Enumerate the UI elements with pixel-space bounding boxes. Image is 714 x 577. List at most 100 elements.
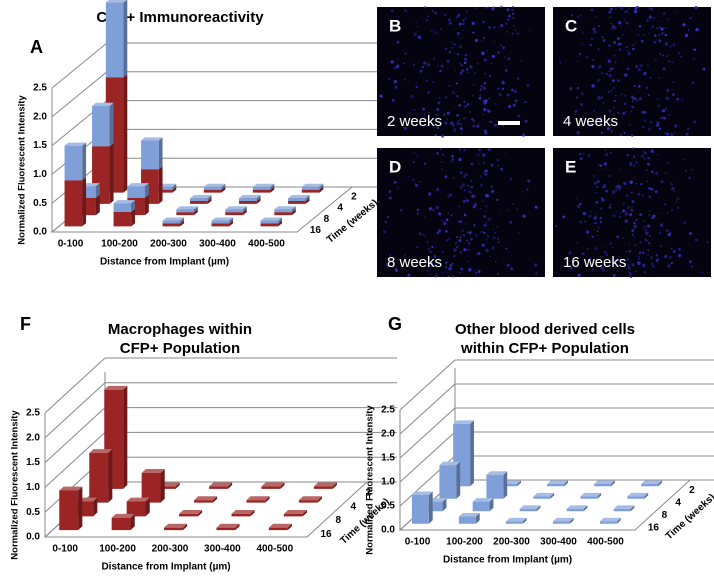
cell-dot [379,94,383,98]
cell-dot [608,70,611,73]
bar [547,480,568,487]
cell-dot [701,271,703,274]
cell-dot [445,229,448,233]
bar-side [319,183,324,190]
cell-dot [423,113,426,116]
bar-side [630,505,635,512]
cell-dot [600,197,604,200]
cell-dot [511,32,514,35]
cell-dot [444,175,448,179]
bar-top [486,471,508,475]
cell-dot [458,45,463,49]
cell-dot [455,235,459,239]
cell-dot [632,47,635,51]
cell-dot [657,104,660,107]
bar-top [301,183,324,187]
cell-dot [617,111,620,115]
y-tick-label: 2.5 [381,405,395,416]
cell-dot [465,197,467,199]
bar-front [580,496,598,499]
cell-dot [391,99,395,102]
cell-dot [631,100,634,103]
cell-dot [503,56,506,59]
cell-dot [569,266,573,270]
cell-dot [478,162,480,165]
cell-dot [631,263,635,267]
panel-label: G [388,314,402,334]
cell-dot [477,270,481,273]
cell-dot [427,91,430,94]
bar-top [566,505,588,509]
cell-dot [631,106,635,109]
cell-dot [479,94,482,97]
cell-dot [459,271,462,274]
y-axis-title: Normalized Fluorescent Intensity [365,405,376,555]
bar-front [505,521,523,524]
bar-front [260,220,279,224]
cell-dot [608,175,611,177]
bar-side [475,513,480,524]
cell-dot [599,164,603,167]
cell-dot [672,93,675,96]
cell-dot [433,264,436,267]
cell-dot [461,183,465,187]
bar-side [78,486,83,531]
bar-side [442,498,447,512]
cell-dot [677,247,681,251]
bar-front [154,189,173,193]
bar-side [193,206,198,213]
cell-dot [608,73,612,78]
bar-side [278,220,283,227]
cell-dot [437,33,440,35]
cell-dot [425,126,427,128]
cell-dot [643,225,647,229]
cell-dot [613,99,616,103]
cell-dot [576,96,579,99]
cell-dot [472,124,476,128]
bar-top [209,482,233,487]
bar-top [268,523,292,528]
cell-dot [702,67,706,71]
cell-dot [454,70,457,72]
cell-dot [488,97,491,100]
cell-dot [593,216,597,220]
bar-front [113,203,132,212]
cell-dot [459,236,462,239]
cell-dot [694,238,699,242]
bar-top [127,183,149,187]
cell-dot [667,233,671,237]
cell-dot [647,7,650,9]
cell-dot [609,203,612,207]
cell-dot [521,133,526,137]
cell-dot [626,22,629,25]
depth-label: 2 [366,488,372,499]
bar-side [302,510,307,517]
cell-dot [636,161,638,164]
cell-dot [459,72,463,75]
cell-dot [424,162,427,165]
cell-dot [660,31,664,35]
cell-dot [668,114,670,116]
micrograph-bg [377,7,545,136]
cell-dot [431,81,434,84]
cell-dot [412,161,415,163]
cell-dot [610,130,613,133]
depth-label: 4 [675,497,681,508]
bar-top [231,510,255,514]
x-tick-label: 0-100 [58,239,84,250]
bar-side [172,183,177,190]
x-tick-label: 300-400 [199,239,236,250]
cell-dot [651,170,654,174]
cell-dot [419,181,422,183]
cell-dot [483,82,487,85]
bar-top [313,482,337,487]
cell-dot [457,14,461,17]
bar-side [522,517,527,524]
cell-dot [399,209,403,212]
cell-dot [459,127,463,131]
cell-dot [595,191,598,194]
cell-dot [627,264,630,267]
bar [179,510,203,517]
bar-top [288,194,310,199]
x-tick-label: 300-400 [540,537,577,548]
